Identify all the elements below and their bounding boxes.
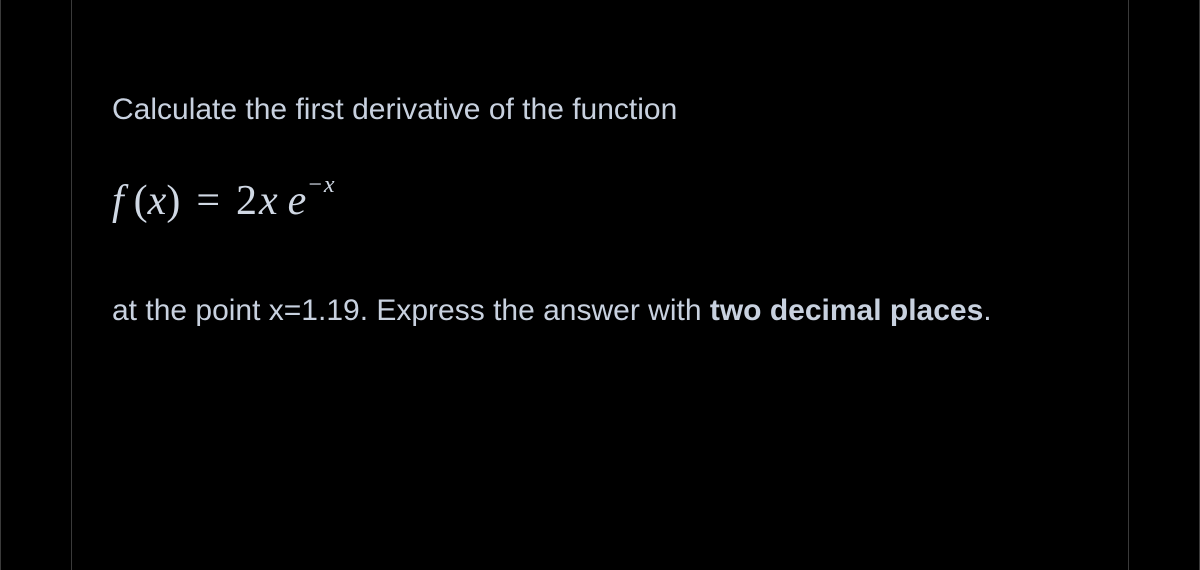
content-panel: Calculate the first derivative of the fu… <box>71 0 1129 570</box>
formula-lhs-var: x <box>148 177 167 225</box>
formula-var1: x <box>259 177 278 225</box>
formula-paren-open: ( <box>134 177 148 225</box>
formula-paren-close: ) <box>166 177 180 225</box>
page-frame: Calculate the first derivative of the fu… <box>0 0 1200 570</box>
prompt-line2-bold: two decimal places <box>710 294 983 327</box>
formula-func: f <box>112 177 124 225</box>
formula-exponent: −x <box>308 172 334 199</box>
prompt-line2-c: . <box>983 294 991 327</box>
formula: f ( x ) = 2 x e −x <box>112 177 1088 225</box>
formula-equals: = <box>196 177 220 225</box>
formula-e: e <box>288 177 307 225</box>
formula-exp-var: x <box>324 172 335 198</box>
formula-coef: 2 <box>236 177 257 225</box>
formula-exp-minus: − <box>308 172 322 198</box>
prompt-line2-a: at the point x=1.19. Express the answer … <box>112 294 710 327</box>
prompt-text-line-1: Calculate the first derivative of the fu… <box>112 90 1088 129</box>
prompt-text-line-2: at the point x=1.19. Express the answer … <box>112 281 1088 341</box>
